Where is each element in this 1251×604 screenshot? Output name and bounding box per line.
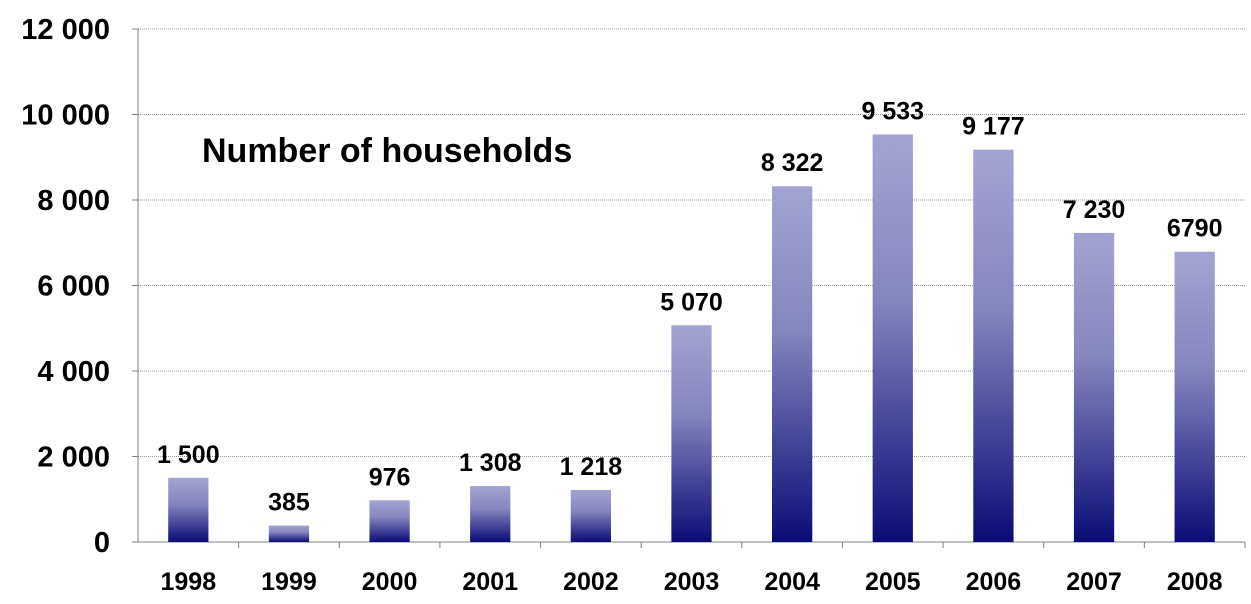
y-tick-label: 12 000 [21,14,110,46]
data-label-2004: 8 322 [761,149,824,177]
x-tick-label-2008: 2008 [1167,568,1223,596]
x-tick-label-2000: 2000 [362,568,418,596]
data-label-2008: 6790 [1167,215,1223,243]
y-tick-label: 4 000 [37,356,110,388]
x-tick-label-2001: 2001 [462,568,518,596]
data-label-2000: 976 [369,463,411,491]
x-tick-label-2004: 2004 [764,568,820,596]
data-label-2003: 5 070 [660,288,723,316]
chart-title: Number of households [202,132,572,170]
y-tick-label: 6 000 [37,271,110,303]
data-label-1999: 385 [268,489,310,517]
y-tick-label: 0 [94,527,110,559]
tick-labels: 0 2 000 4 000 6 000 8 000 10 000 12 000 1998 199… [21,14,1222,596]
data-label-2001: 1 308 [459,449,522,477]
y-tick-label: 2 000 [37,442,110,474]
x-tick-label-2003: 2003 [664,568,720,596]
data-label-2007: 7 230 [1063,196,1126,224]
x-tick-label-1998: 1998 [161,568,217,596]
bar-2000 [369,500,410,542]
y-tick-label: 8 000 [37,185,110,217]
x-tick-label-2006: 2006 [966,568,1022,596]
bar-2006 [973,149,1014,543]
bar-2001 [470,486,511,542]
x-tick-label-1999: 1999 [261,568,317,596]
bar-1998 [168,477,209,542]
bar-2008 [1174,251,1215,543]
x-tick-label-2002: 2002 [563,568,619,596]
bar-2004 [772,186,813,542]
x-tick-label-2005: 2005 [865,568,921,596]
data-label-2005: 9 533 [861,97,924,125]
bar-1999 [268,525,310,542]
bar-2007 [1073,232,1115,543]
data-label-2002: 1 218 [560,453,623,481]
value-labels: 1 500 385 976 1 308 1 218 5 070 8 322 9 533 9 17… [157,97,1222,516]
bar-2002 [570,489,611,542]
bars [168,134,1215,543]
data-label-1998: 1 500 [157,441,220,469]
data-label-2006: 9 177 [962,113,1025,141]
bar-2005 [872,134,913,543]
gridlines [138,28,1245,457]
bar-2003 [671,325,712,542]
y-tick-label: 10 000 [21,100,110,132]
x-tick-label-2007: 2007 [1066,568,1122,596]
